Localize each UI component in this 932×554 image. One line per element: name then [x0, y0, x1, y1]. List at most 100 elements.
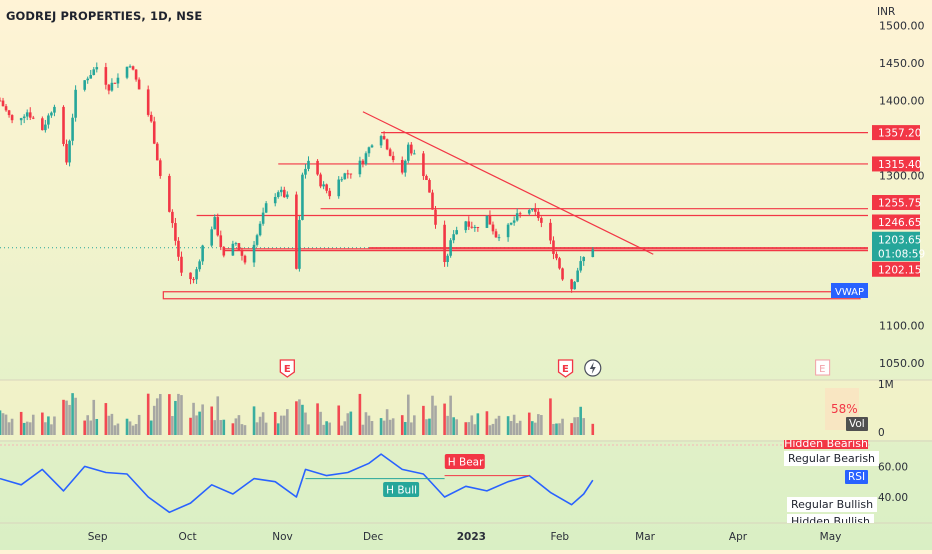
volume-bar — [41, 412, 44, 435]
price-label-box — [872, 231, 920, 247]
volume-bar — [53, 416, 56, 435]
volume-bar — [174, 400, 177, 435]
price-axis-tick: 1400.00 — [879, 95, 925, 108]
candle-body — [62, 106, 65, 144]
candle-body — [385, 139, 389, 150]
candle-body — [28, 112, 32, 118]
price-axis-tick: 1300.00 — [879, 170, 925, 183]
chart-title[interactable]: GODREJ PROPERTIES, 1D, NSE — [6, 9, 203, 23]
volume-bar — [455, 419, 458, 435]
candle-body — [125, 66, 129, 78]
volume-bar — [591, 423, 595, 435]
candle-body — [231, 243, 235, 256]
rsi-tag[interactable]: RSI — [845, 470, 869, 484]
time-axis-tick: 2023 — [457, 531, 486, 543]
volume-bar — [476, 413, 480, 435]
volume-bar — [316, 403, 319, 435]
candle-body — [349, 173, 353, 175]
volume-bar — [258, 416, 262, 435]
candle-body — [74, 89, 77, 118]
volume-bar — [95, 418, 99, 435]
volume-tag[interactable]: Vol — [846, 417, 868, 431]
candle-body — [576, 270, 579, 282]
candle-body — [192, 279, 195, 281]
candle-body — [540, 217, 543, 223]
volume-bar — [322, 424, 325, 435]
volume-bar — [219, 420, 223, 435]
volume-bar — [509, 421, 513, 435]
volume-bar — [382, 420, 386, 435]
volume-bar — [576, 417, 579, 435]
vwap-label: VWAP — [835, 287, 864, 298]
volume-bar — [252, 406, 256, 435]
volume-bar — [116, 423, 120, 435]
price-axis-tick: 1050.00 — [879, 357, 925, 370]
volume-bar — [50, 424, 53, 435]
price-axis-tick: 1450.00 — [879, 57, 925, 70]
volume-bar — [361, 424, 365, 435]
volume-bar — [7, 422, 11, 435]
price-label-box — [872, 246, 920, 261]
candle-body — [422, 153, 425, 176]
volume-bar — [470, 415, 474, 435]
candle-body — [476, 226, 480, 228]
candle-body — [71, 117, 74, 141]
volume-bar — [201, 404, 204, 435]
earnings-marker-future[interactable] — [815, 359, 831, 376]
volume-bar — [243, 425, 247, 435]
volume-bar — [515, 423, 519, 435]
volume-bar — [328, 422, 331, 435]
candle-body — [570, 279, 573, 290]
volume-bar — [422, 405, 425, 435]
volume-bar — [540, 415, 543, 435]
candle-body — [195, 269, 198, 280]
volume-bar — [343, 421, 347, 435]
volume-bar — [195, 415, 198, 435]
candle-body — [552, 240, 555, 254]
candle-body — [452, 234, 455, 241]
volume-bar — [68, 404, 71, 435]
volume-bar — [570, 423, 573, 435]
volume-bar — [561, 418, 564, 435]
candle-body — [201, 245, 204, 262]
volume-bar — [555, 423, 558, 435]
candle-body — [273, 196, 277, 204]
earnings-marker[interactable] — [279, 359, 295, 378]
candle-body — [234, 243, 238, 245]
volume-bar — [282, 415, 286, 435]
candle-body — [530, 208, 534, 211]
volume-bar — [506, 416, 510, 435]
candle-body — [406, 144, 410, 161]
price-label: 1202.15 — [878, 264, 921, 276]
candle-body — [131, 66, 135, 70]
candle-body — [515, 213, 519, 221]
candle-body — [467, 221, 471, 227]
volume-bar — [452, 417, 455, 435]
candle-body — [464, 221, 468, 231]
candle-body — [304, 168, 307, 175]
volume-bar — [189, 417, 192, 435]
candle-body — [95, 67, 99, 70]
volume-bar — [128, 421, 132, 435]
volume-bar — [428, 418, 431, 435]
price-label-box — [872, 214, 920, 230]
volume-bar — [74, 397, 77, 435]
volume-bar — [86, 415, 90, 435]
candle-body — [527, 210, 531, 214]
price-label: 1315.40 — [878, 159, 921, 171]
volume-bar — [558, 423, 561, 435]
candle-body — [31, 117, 35, 119]
candle-body — [485, 215, 489, 228]
earnings-marker-future-label: E — [819, 364, 825, 375]
volume-bar — [530, 421, 534, 435]
volume-bar — [552, 423, 555, 435]
earnings-marker[interactable] — [557, 359, 574, 378]
candle-body — [322, 184, 325, 187]
candle-body — [506, 224, 510, 238]
candle-body — [264, 203, 268, 213]
volume-bar — [31, 414, 35, 435]
volume-bar — [222, 419, 226, 435]
candle-body — [316, 160, 319, 175]
